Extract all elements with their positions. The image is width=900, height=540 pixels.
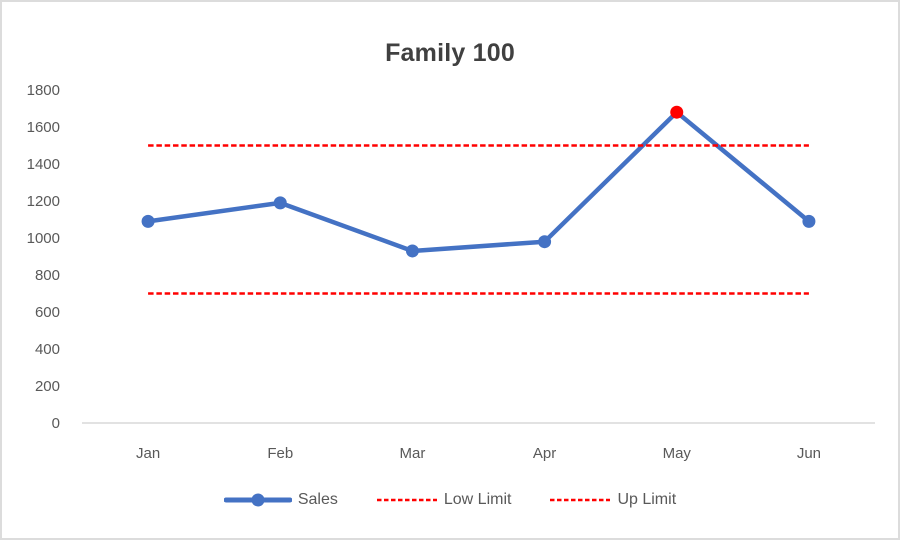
- x-axis-label: Mar: [399, 445, 425, 462]
- legend-item-sales: Sales: [223, 491, 338, 509]
- chart-legend: Sales Low Limit Up Limit: [2, 491, 898, 509]
- y-tick-label: 800: [35, 267, 60, 284]
- data-point-marker: [141, 214, 155, 228]
- data-point-marker: [802, 214, 816, 228]
- y-tick-label: 200: [35, 378, 60, 395]
- legend-label-sales: Sales: [297, 491, 338, 508]
- data-point-marker: [670, 105, 684, 119]
- up-limit-series-swatch: [549, 496, 611, 504]
- data-point-marker: [538, 235, 552, 249]
- legend-item-up-limit: Up Limit: [549, 491, 676, 509]
- chart-title: Family 100: [385, 39, 515, 67]
- y-tick-label: 600: [35, 304, 60, 321]
- low-limit-series-swatch: [376, 496, 438, 504]
- data-point-marker: [405, 244, 419, 258]
- x-axis-label: Jan: [136, 445, 160, 462]
- y-tick-label: 0: [52, 415, 60, 432]
- x-axis-label: Feb: [267, 445, 293, 462]
- data-point-marker: [273, 196, 287, 210]
- x-axis-label: May: [663, 445, 692, 462]
- legend-label-up-limit: Up Limit: [617, 491, 677, 508]
- legend-label-low-limit: Low Limit: [443, 491, 512, 508]
- sales-series-swatch: [223, 492, 292, 508]
- y-tick-label: 1400: [27, 156, 60, 173]
- y-tick-label: 1600: [27, 119, 60, 136]
- y-tick-label: 1800: [27, 82, 60, 99]
- legend-item-low-limit: Low Limit: [376, 491, 512, 509]
- x-axis-label: Jun: [797, 445, 821, 462]
- y-tick-label: 1200: [27, 193, 60, 210]
- y-tick-label: 400: [35, 341, 60, 358]
- plot-area: 0 200 400 600 800 1000 1200 1400 1600 1800 Jan Feb M…: [27, 82, 875, 462]
- sales-line: [145, 109, 812, 254]
- y-tick-label: 1000: [27, 230, 60, 247]
- x-axis-label: Apr: [533, 445, 556, 462]
